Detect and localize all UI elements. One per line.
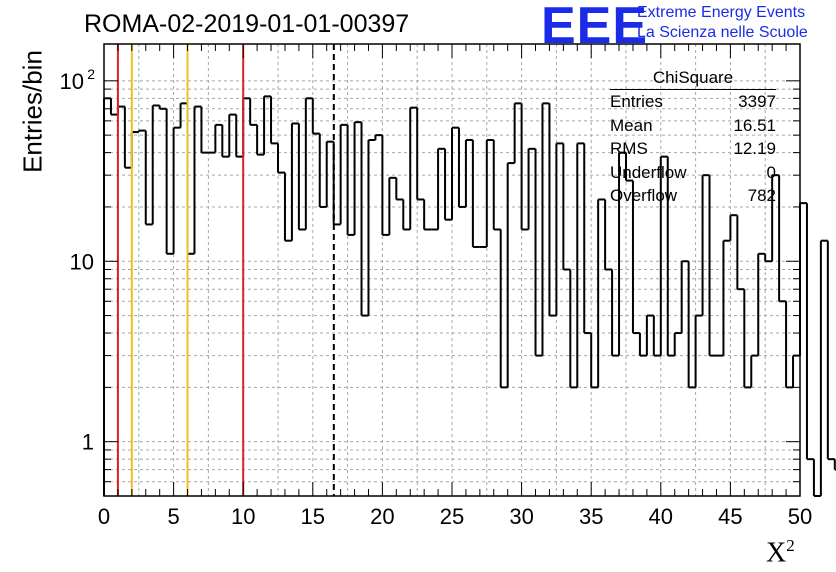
stats-row: Underflow 0 — [610, 161, 776, 185]
stats-label: Overflow — [610, 186, 678, 205]
stats-row: RMS 12.19 — [610, 137, 776, 161]
x-tick-label: 10 — [231, 504, 255, 529]
x-axis-label-sup: 2 — [786, 536, 795, 555]
stats-box: ChiSquare Entries 3397 Mean 16.51 RMS 12.19… — [610, 68, 776, 208]
x-tick-label: 15 — [301, 504, 325, 529]
y-tick-label: 10 — [70, 249, 94, 274]
x-axis-label-text: X — [766, 537, 787, 569]
stats-label: Underflow — [610, 162, 687, 182]
stats-value: 0 — [766, 162, 776, 182]
chart-title: ROMA-02-2019-01-01-00397 — [84, 10, 410, 38]
y-tick-label: 1 — [82, 430, 94, 455]
stats-row: Entries 3397 — [610, 90, 776, 114]
stats-value: 12.19 — [733, 139, 776, 158]
x-axis-label: X2 — [766, 536, 795, 569]
stats-row: Overflow 782 — [610, 184, 776, 208]
stats-row: Mean 16.51 — [610, 114, 776, 138]
stats-label: Mean — [610, 115, 653, 135]
x-tick-label: 20 — [370, 504, 394, 529]
eee-logo: EEE — [541, 0, 649, 55]
reference-lines — [116, 44, 335, 496]
stats-value: 3397 — [738, 92, 776, 111]
x-tick-label: 45 — [718, 504, 742, 529]
x-tick-label: 30 — [509, 504, 533, 529]
x-tick-label: 25 — [440, 504, 464, 529]
histogram — [103, 95, 836, 497]
logo-line-2: La Scienza nelle Scuole — [637, 24, 808, 41]
stats-title: ChiSquare — [610, 68, 776, 90]
x-tick-label: 0 — [98, 504, 110, 529]
x-tick-label: 35 — [579, 504, 603, 529]
logo-line-1: Extreme Energy Events — [637, 4, 806, 21]
y-tick-label-exponent: 2 — [87, 66, 95, 82]
stats-label: Entries — [610, 92, 663, 111]
y-axis-label: Entries/bin — [17, 50, 48, 173]
x-tick-label: 5 — [167, 504, 179, 529]
stats-value: 16.51 — [733, 115, 776, 135]
x-tick-label: 40 — [649, 504, 673, 529]
stats-value: 782 — [747, 186, 776, 205]
y-tick-label: 10 — [60, 69, 84, 94]
x-tick-label: 50 — [788, 504, 812, 529]
stats-label: RMS — [610, 139, 648, 158]
